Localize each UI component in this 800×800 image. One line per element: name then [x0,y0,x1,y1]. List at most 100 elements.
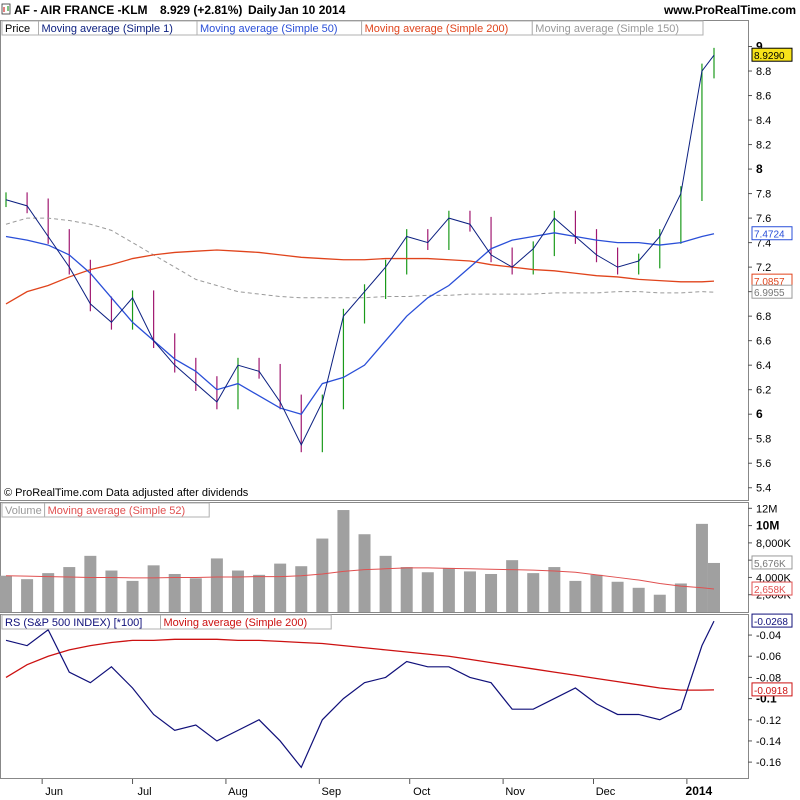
y-tick-label: -0.08 [756,672,781,684]
volume-bar [63,567,76,612]
legend-label: Volume [5,505,42,517]
x-tick-label: Oct [413,786,430,798]
y-tick-label: 9 [756,40,763,54]
legend-label: Moving average (Simple 50) [200,23,338,35]
volume-bar [84,555,97,612]
volume-bar [674,583,687,612]
volume-bar [316,538,329,612]
value-badge [751,581,793,596]
legend-label: Price [5,23,30,35]
chart-title: AF - AIR FRANCE -KLM [14,3,148,17]
y-tick-label: 4,000K [756,572,792,584]
ma50-line [5,232,715,415]
y-tick-label: 12M [756,503,777,515]
legend-label: Moving average (Simple 150) [535,23,679,35]
volume-ma52-line [5,567,715,590]
volume-bar [189,578,202,612]
y-tick-label: 8,000K [756,538,792,550]
rs-line [5,620,715,769]
legend-item[interactable] [160,614,332,630]
legends: Price Moving average (Simple 1) Moving ave… [1,20,704,630]
axes: 98.88.68.48.287.87.67.47.276.86.66.46.26… [41,40,793,798]
volume-bar [379,555,392,612]
legend-label: Moving average (Simple 200) [164,617,308,629]
value-badge [751,555,793,570]
price-footer: © ProRealTime.com Data adjusted after di… [4,487,249,499]
y-tick-label: 6.2 [756,385,771,397]
volume-bar [274,563,287,612]
volume-bar [442,567,455,612]
value-badge [751,613,793,628]
y-tick-label: 5.8 [756,434,771,446]
value-badge [751,226,793,241]
legend-label: RS (S&P 500 INDEX) [*100] [5,617,142,629]
y-tick-label: 6.4 [756,360,771,372]
volume-bar [463,571,476,612]
y-tick-label: 8.6 [756,91,771,103]
price-panel-frame [0,20,749,501]
x-tick-label: Nov [505,786,525,798]
value-badge-label: 7.4724 [754,230,785,241]
price-change: 8.929 (+2.81%) [160,3,242,17]
volume-bar [527,573,540,612]
volume-bar [168,573,181,612]
rs-panel [5,620,715,769]
rs-panel-frame [0,614,749,779]
y-tick-label: 6.8 [756,311,771,323]
date-label: Jan 10 2014 [278,3,346,17]
legend-label: Moving average (Simple 200) [365,23,509,35]
y-tick-label: 8.4 [756,115,771,127]
volume-bar [210,558,223,612]
volume-bar [569,580,582,612]
site-label[interactable]: www.ProRealTime.com [663,3,796,17]
volume-bar [337,510,350,612]
y-tick-label: 10M [756,519,779,533]
price-line [5,54,715,446]
volume-bar [147,565,160,612]
value-badge-label: -0.0268 [754,617,788,628]
volume-panel-frame [0,502,749,613]
volume-bar [506,560,519,612]
volume-bar [485,573,498,612]
chart-header: AF - AIR FRANCE -KLM 8.929 (+2.81%) Dail… [1,3,796,17]
volume-bar [400,567,413,612]
value-badge [751,47,793,62]
y-tick-label: -0.12 [756,715,781,727]
volume-panel [0,510,720,612]
y-tick-label: -0.06 [756,651,781,663]
legend-item[interactable] [531,20,704,36]
legend-item[interactable] [44,502,210,518]
rs-ma200-line [5,638,715,691]
chart-icon [1,3,11,15]
volume-bar [21,579,34,612]
volume-bar [358,534,371,612]
value-badge-label: 8.9290 [754,51,785,62]
volume-bar [231,570,244,612]
y-tick-label: 8.8 [756,66,771,78]
y-tick-label: 7.6 [756,213,771,225]
x-tick-label: Jun [45,786,63,798]
value-badge [751,682,793,697]
value-badge-label: 5,676K [754,559,786,570]
y-tick-label: 7.8 [756,189,771,201]
value-badge [751,284,793,299]
volume-bar [590,574,603,612]
y-tick-label: -0.14 [756,736,781,748]
legend-label: Moving average (Simple 1) [42,23,173,35]
volume-bar [653,594,666,612]
x-tick-label: Aug [228,786,248,798]
x-tick-label: Dec [596,786,616,798]
ma200-line [5,249,715,305]
volume-bar [421,572,434,612]
price-panel [5,47,715,453]
y-tick-label: 8 [756,162,763,176]
y-tick-label: 8.2 [756,140,771,152]
volume-bar [695,523,708,612]
period-label: Daily [248,3,277,17]
y-tick-label: -0.04 [756,630,781,642]
volume-bar [295,566,308,612]
ma150-line [5,217,715,299]
value-badge-label: 2,658K [754,585,786,596]
y-tick-label: 5.4 [756,483,771,495]
